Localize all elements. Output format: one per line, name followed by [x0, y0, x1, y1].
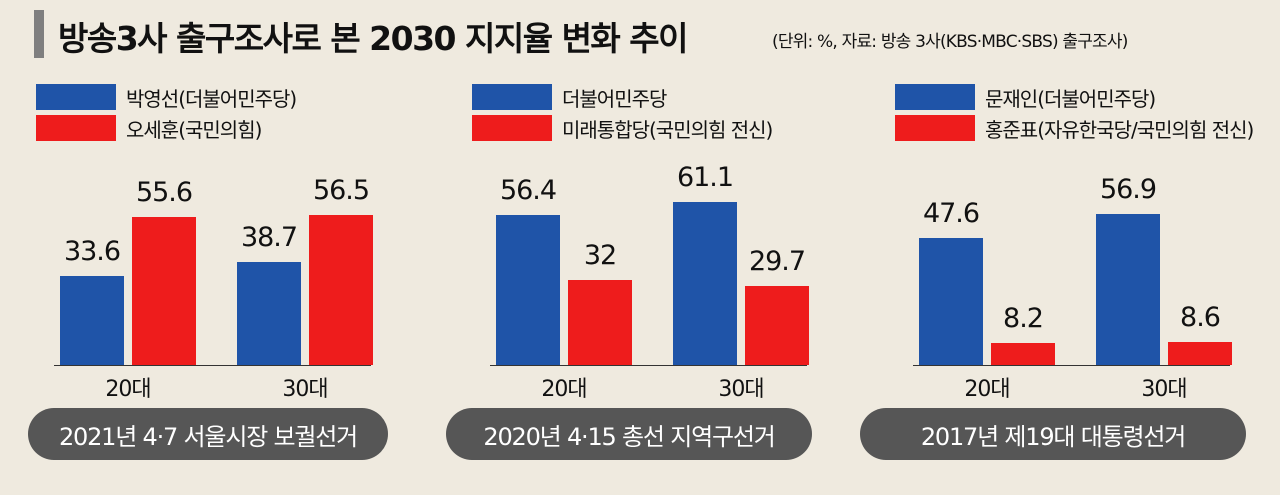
bar: [568, 279, 632, 365]
data-label: 61.1: [676, 162, 734, 194]
legend-label: 미래통합당(국민의힘 전신): [562, 117, 773, 142]
bar: [1168, 342, 1232, 365]
legend-item: 박영선(더불어민주당): [36, 82, 297, 112]
legend-item: 오세훈(국민의힘): [36, 113, 262, 143]
data-label: 47.6: [922, 198, 980, 230]
x-axis-baseline: [54, 365, 371, 366]
legend-item: 문재인(더불어민주당): [895, 82, 1156, 112]
legend-label: 문재인(더불어민주당): [985, 86, 1156, 111]
legend-item: 더불어민주당: [472, 82, 667, 112]
bar: [132, 217, 196, 365]
category-label: 30대: [1141, 377, 1187, 402]
bar: [496, 214, 560, 365]
chart-panel-3: 문재인(더불어민주당) 홍준표(자유한국당/국민의힘 전신) 47.6 8.2 20대 5…: [895, 0, 1280, 495]
election-caption: 2020년 4·15 총선 지역구선거: [446, 408, 812, 460]
bar: [673, 202, 737, 365]
bar: [991, 343, 1055, 365]
legend-swatch: [895, 115, 975, 141]
data-label: 55.6: [135, 177, 193, 209]
category-label: 20대: [964, 377, 1010, 402]
bar: [919, 238, 983, 365]
data-label: 33.6: [63, 235, 121, 267]
bar: [309, 214, 373, 365]
data-label: 32: [583, 239, 617, 271]
data-label: 56.9: [1099, 173, 1157, 205]
election-caption: 2017년 제19대 대통령선거: [860, 408, 1246, 460]
legend-label: 박영선(더불어민주당): [126, 86, 297, 111]
category-label: 20대: [541, 377, 587, 402]
legend-label: 더불어민주당: [562, 86, 667, 111]
chart-title: 방송3사 출구조사로 본 2030 지지율 변화 추이: [58, 19, 689, 58]
chart-subtitle: (단위: %, 자료: 방송 3사(KBS·MBC·SBS) 출구조사): [772, 32, 1128, 52]
legend-swatch: [472, 115, 552, 141]
legend-item: 미래통합당(국민의힘 전신): [472, 113, 773, 143]
legend-swatch: [472, 84, 552, 110]
category-label: 30대: [282, 377, 328, 402]
bar: [745, 285, 809, 365]
x-axis-baseline: [490, 365, 807, 366]
legend-label: 홍준표(자유한국당/국민의힘 전신): [985, 117, 1254, 142]
data-label: 56.4: [499, 174, 557, 206]
data-label: 8.6: [1180, 302, 1221, 334]
bar: [237, 262, 301, 365]
legend-label: 오세훈(국민의힘): [126, 117, 262, 142]
x-axis-baseline: [913, 365, 1230, 366]
data-label: 56.5: [312, 174, 370, 206]
legend-swatch: [895, 84, 975, 110]
legend-swatch: [36, 115, 116, 141]
bar: [60, 275, 124, 365]
category-label: 20대: [105, 377, 151, 402]
legend-item: 홍준표(자유한국당/국민의힘 전신): [895, 113, 1254, 143]
data-label: 29.7: [748, 245, 806, 277]
category-label: 30대: [718, 377, 764, 402]
legend-swatch: [36, 84, 116, 110]
bar: [1096, 213, 1160, 365]
chart-panel-1: 박영선(더불어민주당) 오세훈(국민의힘) 33.6 55.6 20대 38.7 56.5 3…: [36, 0, 436, 495]
data-label: 38.7: [240, 222, 298, 254]
election-caption: 2021년 4·7 서울시장 보궐선거: [28, 408, 388, 460]
title-accent-bar: [34, 10, 44, 58]
data-label: 8.2: [1003, 303, 1044, 335]
